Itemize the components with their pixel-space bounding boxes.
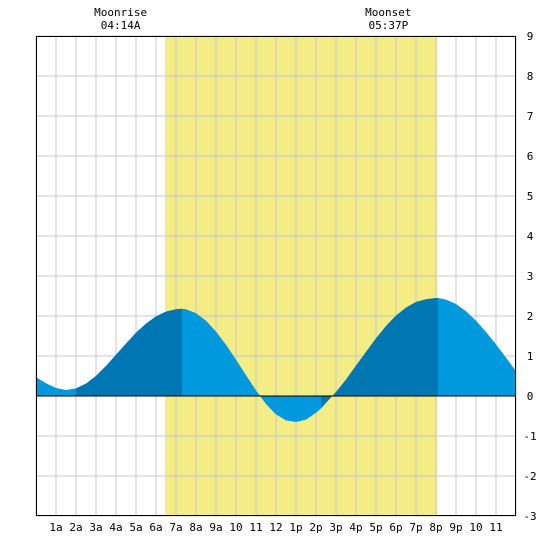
moon-event-time: 04:14A (101, 19, 141, 32)
x-tick-label: 2a (69, 521, 82, 534)
frame-layer (36, 36, 516, 516)
x-tick-label: 4p (349, 521, 362, 534)
y-tick-label: 3 (527, 270, 534, 283)
x-tick-label: 11 (249, 521, 262, 534)
grid-layer (35, 35, 517, 517)
y-tick-label: 2 (527, 310, 534, 323)
x-tick-label: 11 (489, 521, 502, 534)
y-tick-label: -3 (523, 510, 536, 523)
moon-event-label: Moonrise (94, 6, 147, 19)
x-tick-label: 6a (149, 521, 162, 534)
y-tick-label: 4 (527, 230, 534, 243)
y-tick-label: 7 (527, 110, 534, 123)
y-tick-label: 8 (527, 70, 534, 83)
x-tick-label: 3a (89, 521, 102, 534)
x-tick-label: 1a (49, 521, 62, 534)
x-tick-label: 10 (229, 521, 242, 534)
x-tick-label: 3p (329, 521, 342, 534)
x-tick-label: 4a (109, 521, 122, 534)
x-tick-label: 10 (469, 521, 482, 534)
x-tick-label: 6p (389, 521, 402, 534)
x-tick-label: 7p (409, 521, 422, 534)
label-layer: 1a 2a 3a 4a 5a 6a 7a 8a 9a 10 11 12 1p 2p 3p 4p 5p 6p 7p 8p… (49, 6, 536, 534)
x-tick-label: 9a (209, 521, 222, 534)
y-tick-label: 0 (527, 390, 534, 403)
y-tick-label: 5 (527, 190, 534, 203)
y-tick-label: 1 (527, 350, 534, 363)
y-tick-label: 6 (527, 150, 534, 163)
plot-border (36, 36, 516, 516)
x-tick-label: 12 (269, 521, 282, 534)
y-tick-label: 9 (527, 30, 534, 43)
y-tick-label: -1 (523, 430, 536, 443)
x-tick-label: 2p (309, 521, 322, 534)
y-tick-label: -2 (523, 470, 536, 483)
x-tick-label: 8a (189, 521, 202, 534)
x-tick-label: 9p (449, 521, 462, 534)
x-tick-label: 1p (289, 521, 302, 534)
x-tick-label: 5a (129, 521, 142, 534)
moon-event-time: 05:37P (368, 19, 408, 32)
x-tick-label: 7a (169, 521, 182, 534)
moon-event-label: Moonset (365, 6, 411, 19)
x-tick-label: 8p (429, 521, 442, 534)
x-tick-label: 5p (369, 521, 382, 534)
